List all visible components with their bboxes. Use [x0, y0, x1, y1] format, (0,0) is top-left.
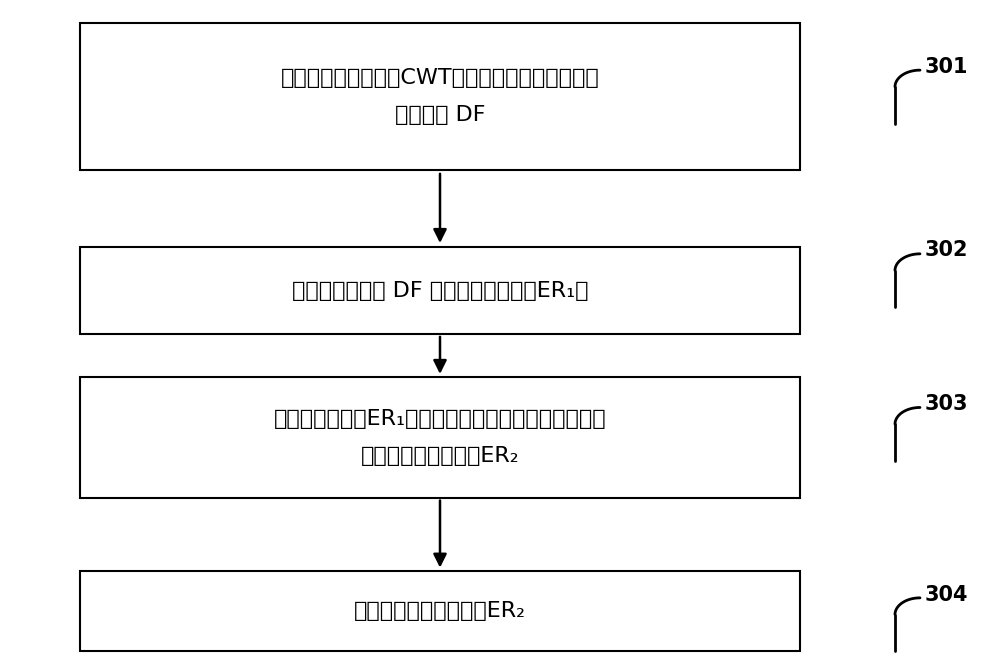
FancyBboxPatch shape [80, 571, 800, 651]
FancyBboxPatch shape [80, 377, 800, 498]
Text: 304: 304 [925, 584, 968, 605]
Text: 化学反应的特征参数ER₂: 化学反应的特征参数ER₂ [361, 446, 519, 466]
Text: 输出上述所得特征参数ER₂: 输出上述所得特征参数ER₂ [354, 601, 526, 621]
Text: 302: 302 [925, 240, 968, 261]
FancyBboxPatch shape [80, 23, 800, 170]
Text: 使用上述得到的ER₁计算表征锂离子电池内部不同频率: 使用上述得到的ER₁计算表征锂离子电池内部不同频率 [274, 409, 606, 429]
Text: 计算参数 DF: 计算参数 DF [395, 106, 485, 125]
FancyBboxPatch shape [80, 247, 800, 334]
Text: 通过连续小波变换（CWT）系数的多尺度包络叠加: 通过连续小波变换（CWT）系数的多尺度包络叠加 [281, 69, 599, 88]
Text: 303: 303 [925, 394, 968, 414]
Text: 301: 301 [925, 57, 968, 77]
Text: 使用上述得到的 DF 计算运行能量比例ER₁，: 使用上述得到的 DF 计算运行能量比例ER₁， [292, 281, 588, 301]
